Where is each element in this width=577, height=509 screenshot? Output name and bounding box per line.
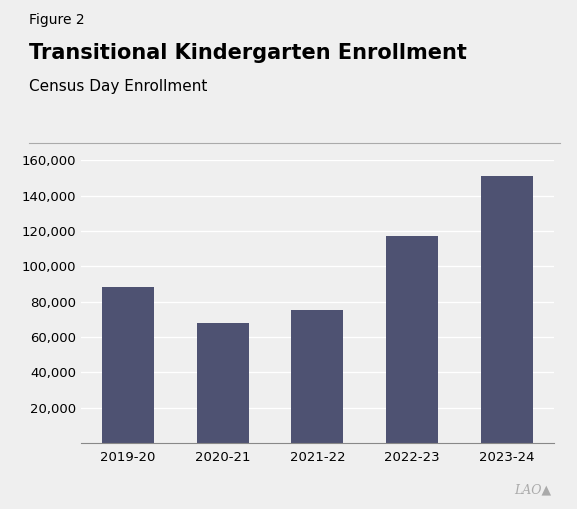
- Text: Transitional Kindergarten Enrollment: Transitional Kindergarten Enrollment: [29, 43, 467, 63]
- Bar: [197, 323, 249, 443]
- Text: LAO▲: LAO▲: [514, 483, 551, 496]
- Text: Figure 2: Figure 2: [29, 13, 84, 27]
- Bar: [291, 310, 343, 443]
- Bar: [102, 288, 154, 443]
- Bar: [481, 176, 533, 443]
- Bar: [386, 236, 438, 443]
- Text: Census Day Enrollment: Census Day Enrollment: [29, 79, 207, 94]
